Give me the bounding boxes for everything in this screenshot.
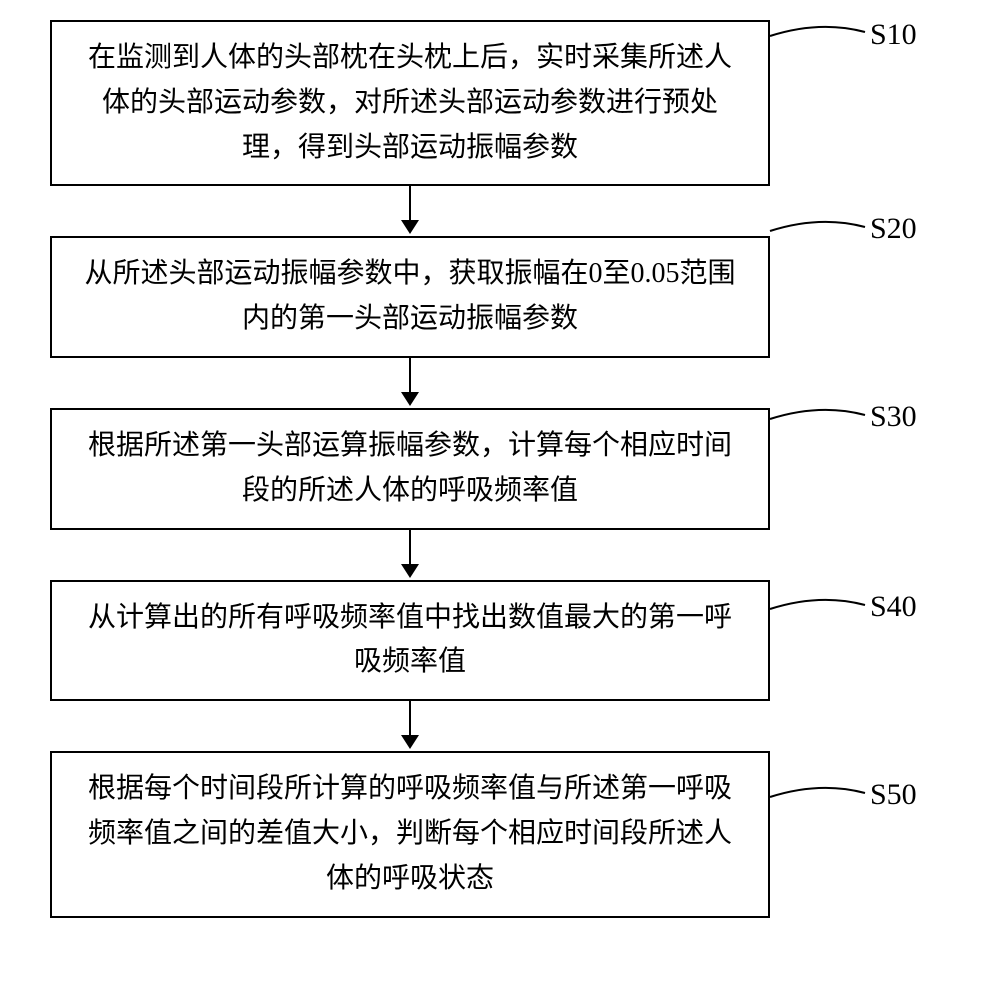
arrow-head <box>401 735 419 749</box>
label-s30: S30 <box>870 400 917 434</box>
label-s10: S10 <box>870 18 917 52</box>
label-s50: S50 <box>870 778 917 812</box>
step-text: 从所述头部运动振幅参数中，获取振幅在0至0.05范围内的第一头部运动振幅参数 <box>84 258 735 334</box>
step-box-s10: 在监测到人体的头部枕在头枕上后，实时采集所述人体的头部运动参数，对所述头部运动参… <box>50 20 770 186</box>
step-box-s50: 根据每个时间段所计算的呼吸频率值与所述第一呼吸频率值之间的差值大小，判断每个相应… <box>50 751 770 917</box>
arrow-head <box>401 220 419 234</box>
step-text: 从计算出的所有呼吸频率值中找出数值最大的第一呼吸频率值 <box>88 602 732 678</box>
step-box-s20: 从所述头部运动振幅参数中，获取振幅在0至0.05范围内的第一头部运动振幅参数 <box>50 236 770 358</box>
connector-s20 <box>770 215 870 265</box>
step-box-s30: 根据所述第一头部运算振幅参数，计算每个相应时间段的所述人体的呼吸频率值 <box>50 408 770 530</box>
connector-s40 <box>770 593 870 643</box>
arrow-s30-s40 <box>50 530 770 580</box>
arrow-s10-s20 <box>50 186 770 236</box>
arrow-s20-s30 <box>50 358 770 408</box>
step-box-s40: 从计算出的所有呼吸频率值中找出数值最大的第一呼吸频率值 <box>50 580 770 702</box>
step-text: 根据每个时间段所计算的呼吸频率值与所述第一呼吸频率值之间的差值大小，判断每个相应… <box>88 773 732 894</box>
arrow-head <box>401 392 419 406</box>
arrow-s40-s50 <box>50 701 770 751</box>
step-text: 根据所述第一头部运算振幅参数，计算每个相应时间段的所述人体的呼吸频率值 <box>88 430 732 506</box>
label-s40: S40 <box>870 590 917 624</box>
connector-s10 <box>770 20 870 70</box>
label-s20: S20 <box>870 212 917 246</box>
connector-s30 <box>770 403 870 453</box>
connector-s50 <box>770 781 870 831</box>
arrow-head <box>401 564 419 578</box>
step-text: 在监测到人体的头部枕在头枕上后，实时采集所述人体的头部运动参数，对所述头部运动参… <box>88 42 732 163</box>
